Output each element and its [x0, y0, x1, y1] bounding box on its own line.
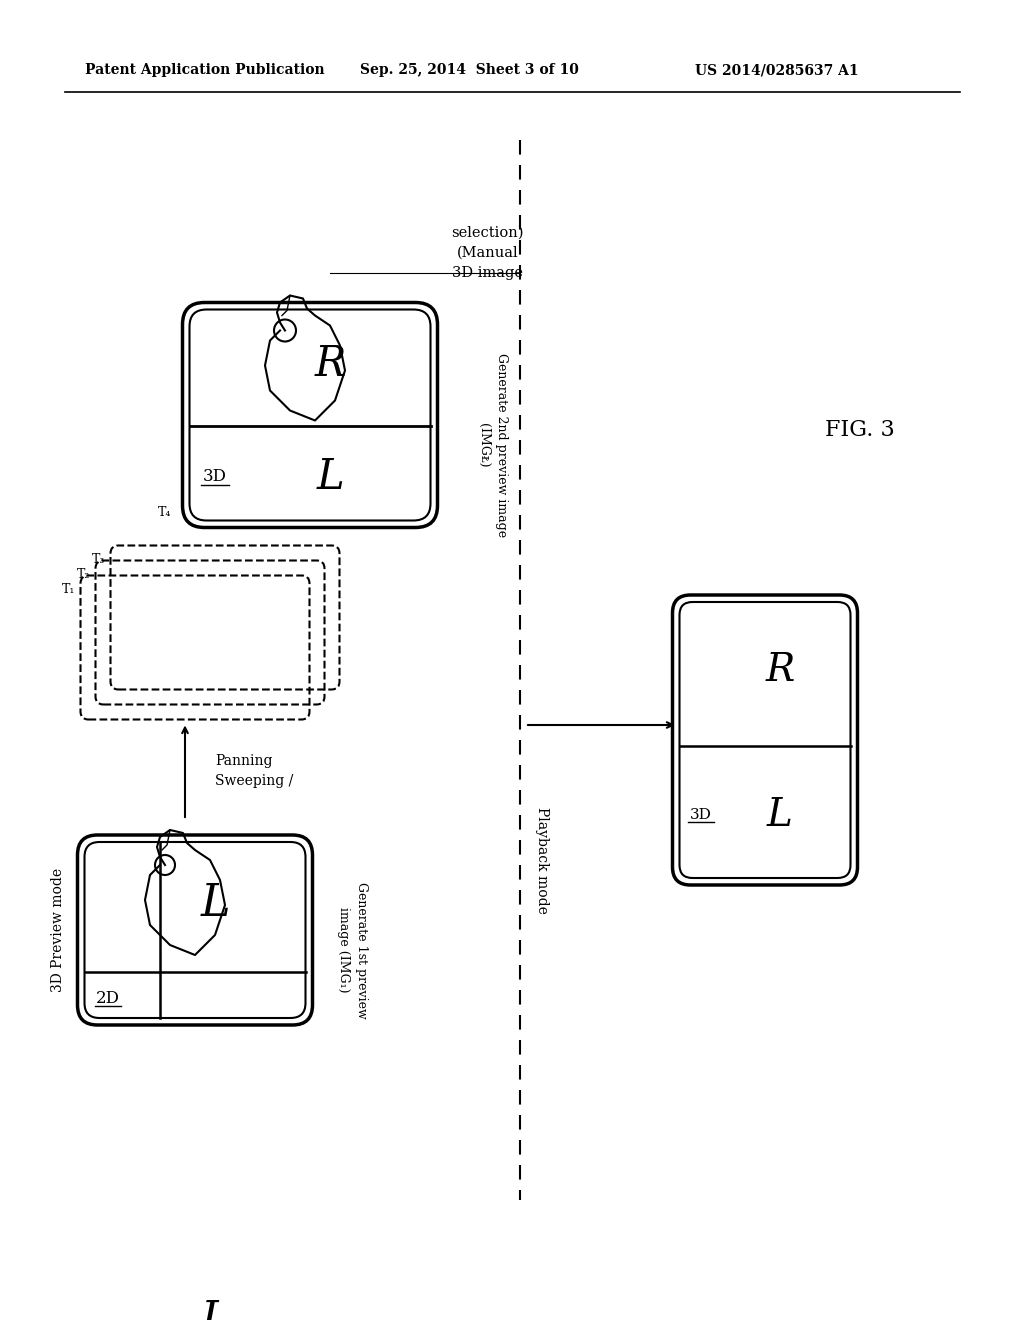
Text: US 2014/0285637 A1: US 2014/0285637 A1: [695, 63, 859, 77]
Text: L: L: [201, 1299, 229, 1320]
FancyBboxPatch shape: [85, 842, 305, 1018]
FancyBboxPatch shape: [189, 309, 430, 520]
Text: (Manual: (Manual: [457, 246, 518, 260]
Text: R: R: [765, 652, 795, 689]
Text: Panning: Panning: [215, 754, 272, 768]
Text: Sep. 25, 2014  Sheet 3 of 10: Sep. 25, 2014 Sheet 3 of 10: [360, 63, 579, 77]
Text: T₄: T₄: [158, 506, 171, 519]
Text: Patent Application Publication: Patent Application Publication: [85, 63, 325, 77]
FancyBboxPatch shape: [78, 836, 312, 1026]
Text: 3D: 3D: [689, 808, 712, 822]
Text: 2D: 2D: [95, 990, 120, 1007]
Text: 3D: 3D: [203, 469, 226, 486]
Text: Playback mode: Playback mode: [535, 807, 549, 913]
Text: selection): selection): [452, 226, 523, 239]
Text: 3D Preview mode: 3D Preview mode: [50, 869, 65, 993]
Text: 3D image: 3D image: [452, 265, 523, 280]
Text: L: L: [316, 455, 344, 498]
Text: Generate 1st preview
image (IMG₁): Generate 1st preview image (IMG₁): [337, 882, 368, 1018]
FancyBboxPatch shape: [673, 595, 857, 884]
Text: Generate 2nd preview image
(IMGᴌ): Generate 2nd preview image (IMGᴌ): [477, 352, 508, 537]
Text: T₃: T₃: [92, 553, 105, 566]
Text: L: L: [201, 882, 229, 925]
Text: R: R: [314, 343, 346, 385]
FancyBboxPatch shape: [680, 602, 851, 878]
Text: T₂: T₂: [77, 568, 90, 581]
Text: L: L: [767, 797, 793, 834]
Text: FIG. 3: FIG. 3: [825, 418, 895, 441]
FancyBboxPatch shape: [182, 302, 437, 528]
Text: T₁: T₁: [61, 583, 75, 597]
Text: Sweeping /: Sweeping /: [215, 775, 293, 788]
